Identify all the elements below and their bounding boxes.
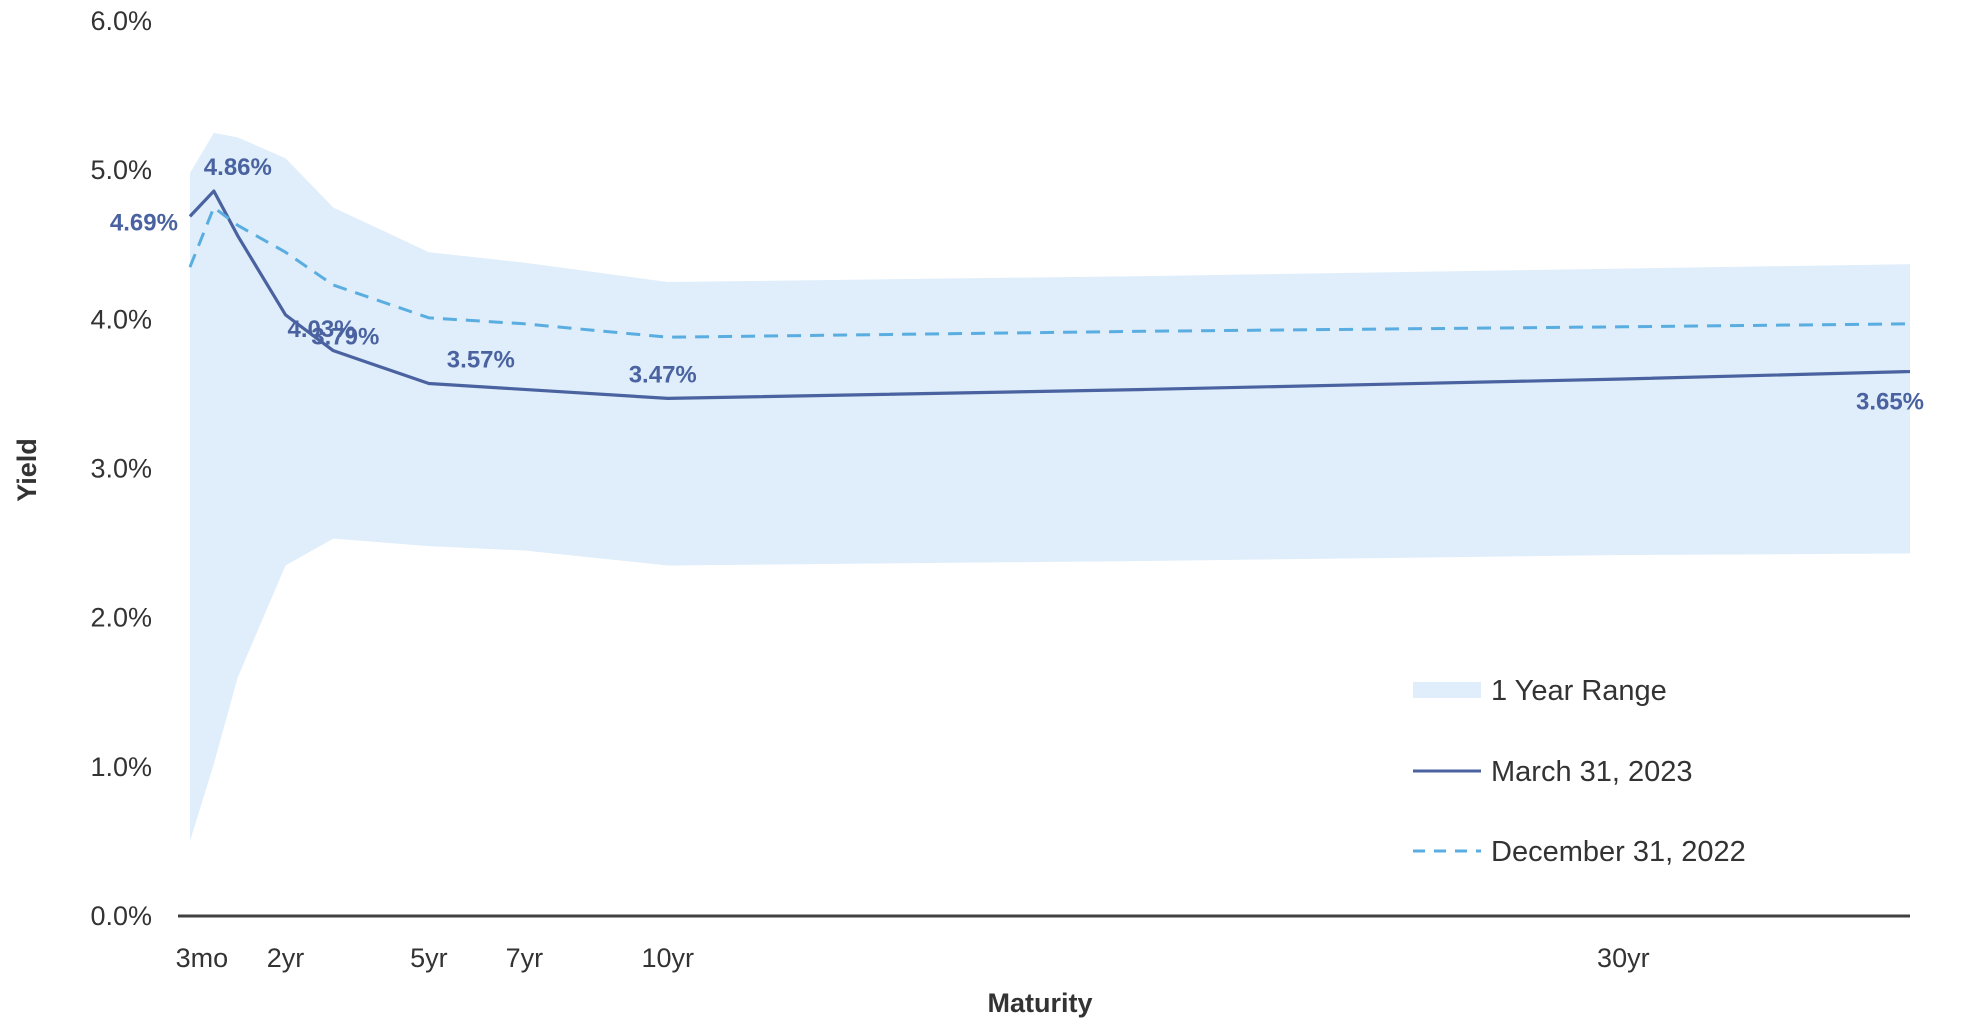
x-tick-label: 2yr: [267, 943, 305, 973]
data-label: 4.69%: [110, 209, 178, 236]
data-label: 3.65%: [1856, 389, 1924, 416]
x-tick-label: 30yr: [1597, 943, 1650, 973]
legend-swatch: [1413, 682, 1481, 698]
y-tick-label: 1.0%: [90, 752, 152, 782]
data-label: 4.86%: [204, 154, 272, 181]
y-axis-title: Yield: [12, 438, 42, 502]
y-tick-label: 5.0%: [90, 155, 152, 185]
data-label: 3.57%: [447, 346, 515, 373]
legend-item-december-31-2022: December 31, 2022: [1413, 836, 1746, 868]
legend-label: March 31, 2023: [1491, 756, 1693, 788]
x-tick-label: 5yr: [410, 943, 448, 973]
legend-label: December 31, 2022: [1491, 836, 1746, 868]
x-tick-label: 10yr: [641, 943, 694, 973]
legend-label: 1 Year Range: [1491, 675, 1667, 707]
x-tick-label: 3mo: [176, 943, 229, 973]
legend: 1 Year Range March 31, 2023 December 31, 2…: [1413, 675, 1746, 868]
y-tick-label: 3.0%: [90, 454, 152, 484]
y-tick-label: 0.0%: [90, 901, 152, 931]
y-tick-label: 2.0%: [90, 603, 152, 633]
y-tick-label: 4.0%: [90, 304, 152, 334]
data-label: 4.03%: [287, 316, 355, 343]
y-tick-label: 6.0%: [90, 6, 152, 36]
data-label: 3.47%: [629, 361, 697, 388]
x-axis-title: Maturity: [987, 988, 1092, 1018]
legend-item-1-year-range: 1 Year Range: [1413, 675, 1667, 707]
legend-item-march-31-2023: March 31, 2023: [1413, 756, 1693, 788]
x-tick-label: 7yr: [506, 943, 544, 973]
range-area-1-year-range: [189, 132, 1910, 842]
data-label: 3.79%: [311, 324, 379, 351]
